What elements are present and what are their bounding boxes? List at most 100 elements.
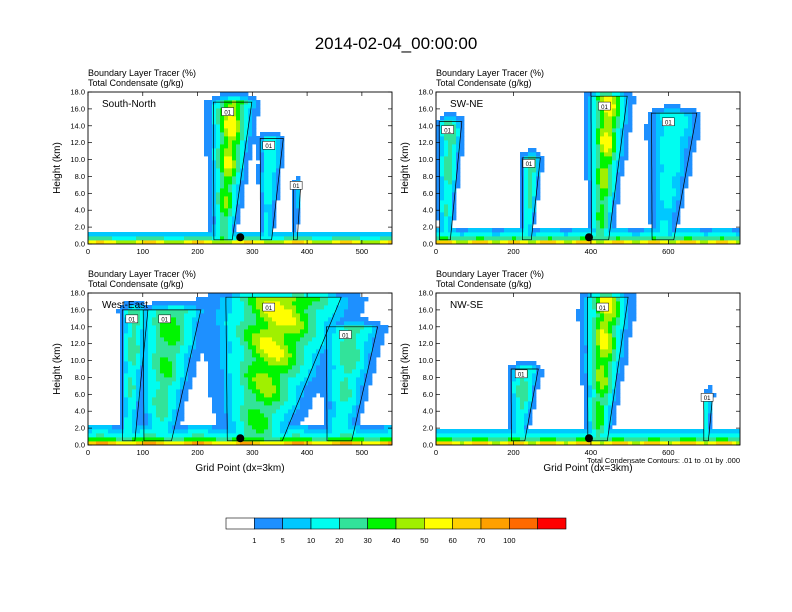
tracer-cell [680,136,685,141]
tracer-cell [240,104,245,109]
tracer-cell [584,301,589,306]
tracer-cell [300,349,305,354]
tracer-cell [684,132,689,137]
tracer-cell [276,341,281,346]
tracer-cell [508,369,513,374]
tracer-cell [312,321,317,326]
tracer-cell [600,236,605,241]
tracer-cell [692,132,697,137]
tracer-cell [264,357,269,362]
tracer-cell [236,309,241,314]
tracer-cell [300,389,305,394]
tracer-cell [636,228,641,233]
tracer-cell [356,317,361,322]
tracer-cell [184,333,189,338]
tracer-cell [684,144,689,149]
tracer-cell [480,433,485,438]
tracer-cell [612,116,617,121]
tracer-cell [324,309,329,314]
tracer-cell [240,301,245,306]
tracer-cell [308,301,313,306]
tracer-cell [384,433,389,438]
tracer-cell [268,208,273,213]
tracer-cell [228,116,233,121]
tracer-cell [160,429,165,434]
tracer-cell [696,232,701,237]
tracer-cell [216,345,221,350]
tracer-cell [248,144,253,149]
tracer-cell [268,353,273,358]
tracer-cell [220,373,225,378]
tracer-cell [124,409,129,414]
tracer-cell [256,401,261,406]
tracer-cell [168,341,173,346]
tracer-cell [292,417,297,422]
tracer-cell [224,164,229,169]
tracer-cell [576,429,581,434]
tracer-cell [588,301,593,306]
tracer-cell [148,373,153,378]
tracer-cell [136,429,141,434]
tracer-cell [156,325,161,330]
tracer-cell [292,212,297,217]
tracer-cell [692,232,697,237]
tracer-cell [480,228,485,233]
tracer-cell [340,321,345,326]
tracer-cell [364,381,369,386]
tracer-cell [240,305,245,310]
tracer-cell [612,228,617,233]
tracer-cell [600,357,605,362]
tracer-cell [148,353,153,358]
tracer-cell [284,341,289,346]
tracer-cell [340,397,345,402]
tracer-cell [660,224,665,229]
tracer-cell [260,180,265,185]
tracer-cell [596,176,601,181]
tracer-cell [376,325,381,330]
tracer-cell [612,220,617,225]
tracer-cell [648,132,653,137]
tracer-cell [348,405,353,410]
tracer-cell [240,313,245,318]
tracer-cell [588,441,593,445]
tracer-cell [148,329,153,334]
tracer-cell [564,232,569,237]
tracer-cell [104,433,109,438]
tracer-cell [124,421,129,426]
tracer-cell [616,192,621,197]
tracer-cell [252,349,257,354]
tracer-cell [336,341,341,346]
tracer-cell [280,156,285,161]
tracer-cell [304,385,309,390]
tracer-cell [600,433,605,438]
tracer-cell [316,325,321,330]
tracer-cell [140,433,145,438]
tracer-cell [128,437,133,442]
tracer-cell [280,349,285,354]
tracer-cell [564,437,569,442]
tracer-cell [596,341,601,346]
tracer-cell [328,381,333,386]
tracer-cell [488,236,493,241]
tracer-cell [360,317,365,322]
tracer-cell [368,377,373,382]
tracer-cell [216,361,221,366]
tracer-cell [192,361,197,366]
tracer-cell [500,236,505,241]
tracer-cell [348,393,353,398]
tracer-cell [688,108,693,113]
tracer-cell [308,313,313,318]
tracer-cell [372,236,377,241]
tracer-cell [172,365,177,370]
tracer-cell [172,433,177,438]
tracer-cell [452,437,457,442]
tracer-cell [336,345,341,350]
tracer-cell [212,144,217,149]
tracer-cell [288,397,293,402]
tracer-cell [280,365,285,370]
tracer-cell [204,124,209,129]
tracer-cell [232,313,237,318]
tracer-cell [248,377,253,382]
tracer-cell [488,240,493,244]
tracer-cell [144,413,149,418]
